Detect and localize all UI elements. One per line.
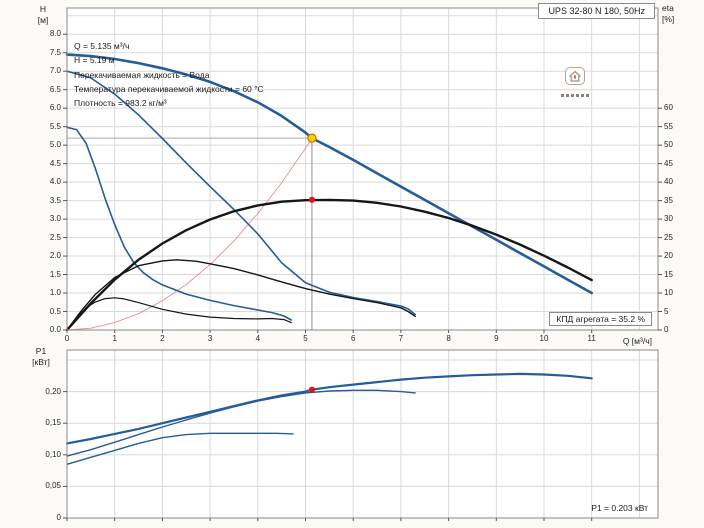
x-axis-tick-label: 11 [587,334,596,343]
eta-axis-label: eta [%] [662,3,674,25]
y2-axis-tick-label: 20 [664,251,673,261]
info-line-density: Плотность = 983.2 кг/м³ [74,98,167,109]
p1-axis-label: P1 [кВт] [22,346,60,368]
x-axis-tick-label: 4 [255,334,261,343]
y-axis-tick-label: 4.0 [49,177,61,187]
system-curve [66,137,313,331]
y-axis-tick-label: 0,05 [45,481,61,491]
x-axis-tick-label: 2 [160,334,165,343]
x-axis-tick-label: 6 [350,334,356,343]
x-axis-tick-label: 1 [112,334,117,343]
power-curve-speed2 [66,389,416,457]
y-axis-tick-label: 1.0 [49,288,61,298]
y-axis-tick-label: 8.0 [49,29,61,39]
x-axis-tick-label: 7 [398,334,404,343]
y-axis-tick-label: 7.5 [49,47,61,57]
head-curve-speed1 [66,126,292,321]
house-logo-icon [565,67,585,85]
y2-axis-tick-label: 40 [664,177,673,187]
y2-axis-tick-label: 5 [664,306,669,316]
power-curve-speed3 [65,372,593,445]
y2-axis-tick-label: 10 [664,288,673,298]
y2-axis-tick-label: 60 [664,103,673,113]
q-axis-label: Q [м³/ч] [622,336,652,346]
y-axis-tick-label: 0,20 [45,386,61,396]
y-axis-tick-label: 3.0 [49,214,61,224]
y-axis-tick-label: 6.0 [49,103,61,113]
y2-axis-tick-label: 15 [664,269,673,279]
efficiency-curve-speed1 [66,297,292,331]
h-axis-label: H [м] [28,4,58,26]
info-line-liquid: Перекачиваемая жидкость = Вода [74,69,210,80]
y-axis-tick-label: 1.5 [49,269,61,279]
y2-axis-tick-label: 25 [664,232,673,242]
eta-axis-label-unit: [%] [662,14,675,24]
y2-axis-tick-label: 35 [664,195,673,205]
pump-model-title: UPS 32-80 N 180, 50Hz [538,3,655,19]
p1-axis-label-unit: [кВт] [32,357,50,367]
power-curve-speed1 [66,432,294,465]
y2-axis-tick-label: 55 [664,121,673,131]
y-axis-tick-label: 2.0 [49,251,61,261]
y-axis-tick-label: 2.5 [49,232,61,242]
y-axis-tick-label: 6.5 [49,84,61,94]
head-curve-speed3 [65,53,593,295]
info-line-temperature: Температура перекачиваемой жидкости = 60… [74,83,264,94]
x-axis-tick-label: 10 [539,334,549,343]
y-axis-tick-label: 0,10 [45,449,61,459]
efficiency-point [308,196,316,203]
y-axis-tick-label: 4.5 [49,158,61,168]
efficiency-curve-speed2 [66,259,416,331]
duty-info-block: Q = 5.135 м³/ч H = 5.19 м Перекачиваемая… [74,39,264,110]
y-axis-tick-label: 0,15 [45,418,61,428]
power-point [308,386,316,393]
y-axis-tick-label: 0 [56,513,61,522]
efficiency-note: КПД агрегата = 35.2 % [549,312,652,326]
h-axis-label-unit: [м] [37,15,49,25]
y2-axis-tick-label: 45 [664,158,673,168]
y-axis-tick-label: 7.0 [49,66,61,76]
p1-axis-label-symbol: P1 [35,346,47,356]
y2-axis-tick-label: 50 [664,140,673,150]
x-axis-tick-label: 3 [207,334,213,343]
y-axis-tick-label: 5.5 [49,121,61,131]
efficiency-curve-speed3 [65,198,593,332]
eta-axis-label-symbol: eta [662,3,674,13]
y-axis-tick-label: 5.0 [49,140,61,150]
y2-axis-tick-label: 30 [664,214,673,224]
x-axis-tick-label: 9 [494,334,499,343]
vendor-logo [553,66,597,97]
h-axis-label-symbol: H [39,4,47,14]
x-axis-tick-label: 8 [446,334,451,343]
x-axis-tick-label: 5 [303,334,308,343]
power-note: P1 = 0.203 кВт [591,503,648,513]
y2-axis-tick-label: 0 [664,325,669,334]
y-axis-tick-label: 0.5 [49,306,61,316]
head-curve-speed2 [66,70,416,316]
y-axis-tick-label: 0.0 [49,325,61,334]
info-line-head: H = 5.19 м [74,55,115,66]
duty-point [307,133,317,143]
x-axis-tick-label: 0 [64,334,70,343]
logo-caption [561,94,589,97]
y-axis-tick-label: 3.5 [49,195,61,205]
info-line-flow: Q = 5.135 м³/ч [74,41,130,51]
